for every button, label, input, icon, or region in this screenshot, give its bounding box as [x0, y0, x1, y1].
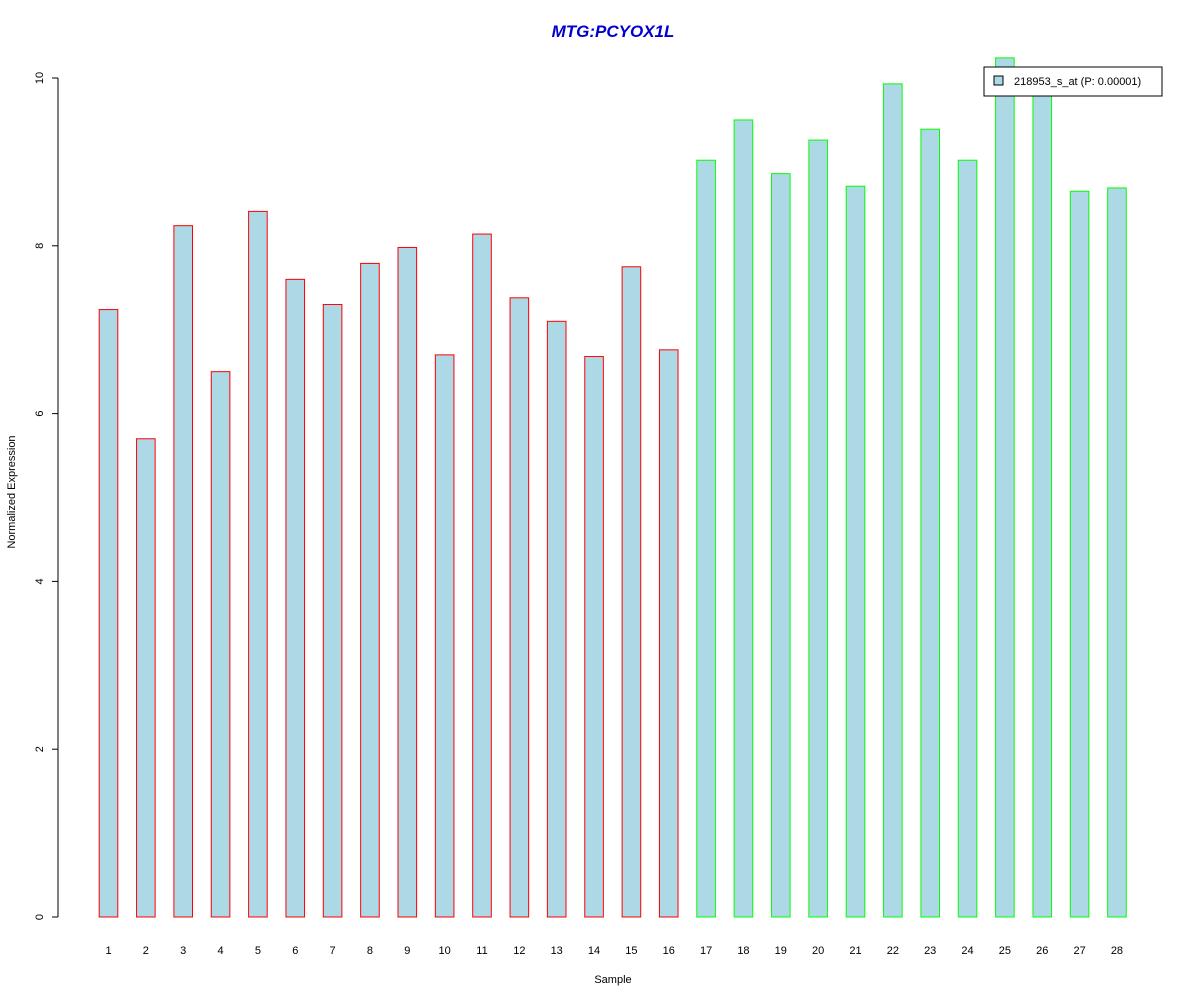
- bar-sample-17: [696, 159, 716, 918]
- bar-sample-27: [1069, 190, 1090, 918]
- x-tick-label: 5: [255, 945, 261, 957]
- x-tick-label: 21: [849, 945, 861, 957]
- x-tick-label: 11: [476, 945, 487, 957]
- bar-sample-18: [733, 119, 754, 918]
- legend-box: [983, 66, 1163, 97]
- y-tick-label: 6: [34, 411, 46, 417]
- x-axis: 1 2 3 4 5 6 7 8 9 10 11 12 13 14 15 16 17 18 19 20 21 22 23 24 2…: [105, 945, 1123, 957]
- y-tick-label: 4: [34, 578, 46, 584]
- bar-sample-10: [434, 354, 455, 918]
- x-tick-label: 23: [924, 945, 936, 957]
- bar-sample-7: [322, 304, 343, 918]
- bar-sample-1: [98, 309, 119, 918]
- bar-sample-15: [621, 266, 642, 918]
- x-tick-label: 4: [217, 945, 223, 957]
- y-axis: 0 2 4 6 8 10: [34, 72, 59, 920]
- x-tick-label: 3: [180, 945, 186, 957]
- chart-title: MTG:PCYOX1L: [552, 22, 675, 41]
- bar-sample-19: [771, 173, 791, 918]
- x-tick-label: 2: [143, 945, 149, 957]
- bar-sample-13: [546, 320, 567, 918]
- y-tick-label: 0: [34, 914, 46, 920]
- bar-sample-12: [509, 297, 530, 918]
- x-tick-label: 26: [1036, 945, 1048, 957]
- bar-sample-25: [995, 57, 1015, 918]
- x-tick-label: 18: [737, 945, 749, 957]
- bar-sample-6: [285, 278, 306, 918]
- x-tick-label: 6: [292, 945, 298, 957]
- bar-sample-28: [1107, 187, 1127, 918]
- x-tick-label: 8: [367, 945, 373, 957]
- x-tick-label: 12: [513, 945, 525, 957]
- x-tick-label: 15: [625, 945, 637, 957]
- x-tick-label: 1: [105, 945, 111, 957]
- y-tick-label: 2: [34, 746, 46, 752]
- x-tick-label: 19: [775, 945, 787, 957]
- bar-sample-3: [173, 225, 193, 918]
- x-tick-label: 20: [812, 945, 824, 957]
- x-tick-label: 9: [404, 945, 410, 957]
- x-tick-label: 13: [551, 945, 563, 957]
- y-tick-label: 8: [34, 243, 46, 249]
- x-tick-label: 25: [999, 945, 1011, 957]
- bar-sample-20: [808, 139, 828, 918]
- x-axis-label: Sample: [594, 974, 631, 986]
- bar-sample-14: [584, 356, 604, 918]
- bar-sample-23: [920, 128, 941, 918]
- y-tick-label: 10: [34, 72, 46, 84]
- legend-swatch: [993, 75, 1004, 86]
- x-tick-label: 7: [330, 945, 336, 957]
- x-tick-label: 24: [961, 945, 973, 957]
- bar-sample-22: [883, 83, 903, 918]
- x-tick-label: 28: [1111, 945, 1123, 957]
- bar-sample-2: [136, 438, 156, 918]
- y-axis-label: Normalized Expression: [6, 435, 18, 548]
- bar-sample-8: [360, 262, 380, 918]
- bar-sample-24: [957, 159, 978, 918]
- bar-sample-4: [210, 371, 231, 918]
- x-tick-label: 14: [588, 945, 600, 957]
- bar-sample-9: [397, 246, 418, 918]
- legend: 218953_s_at (P: 0.00001): [983, 66, 1163, 97]
- bar-sample-26: [1032, 87, 1053, 918]
- x-tick-label: 17: [700, 945, 712, 957]
- legend-label: 218953_s_at (P: 0.00001): [1014, 76, 1141, 88]
- x-tick-label: 27: [1073, 945, 1085, 957]
- bar-sample-5: [248, 210, 268, 918]
- bar-sample-21: [845, 185, 866, 918]
- x-tick-label: 22: [887, 945, 899, 957]
- bar-sample-11: [472, 233, 492, 918]
- bar-sample-16: [658, 349, 679, 918]
- x-tick-label: 16: [663, 945, 675, 957]
- bars: [98, 57, 1127, 918]
- x-tick-label: 10: [439, 945, 451, 957]
